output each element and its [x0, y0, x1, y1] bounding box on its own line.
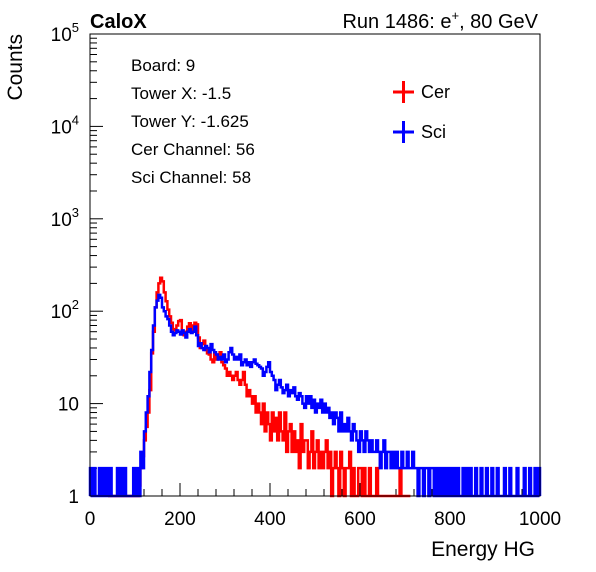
y-tick-label: 103: [51, 205, 79, 231]
legend: Cer Sci: [393, 81, 450, 143]
y-tick-label: 105: [51, 20, 79, 46]
axis-ticks: 0 200 400 600 800 1000 1 10 102 103 104 105: [51, 20, 562, 530]
info-cer-channel: Cer Channel: 56: [131, 140, 255, 159]
series-line-cer: [108, 276, 411, 498]
info-tower-x: Tower X: -1.5: [131, 84, 231, 103]
run-label: Run 1486: e+, 80 GeV: [342, 8, 538, 33]
x-tick-label: 600: [344, 509, 376, 530]
y-tick-label: 104: [51, 112, 79, 138]
plot-frame: [89, 33, 541, 497]
legend-marker-sci: [393, 121, 414, 143]
y-tick-label: 102: [51, 297, 79, 323]
run-superscript: +: [451, 8, 459, 23]
run-prefix: Run 1486: e: [342, 11, 451, 33]
legend-label-sci: Sci: [421, 122, 446, 142]
x-tick-label: 1000: [519, 509, 561, 530]
legend-label-cer: Cer: [421, 82, 450, 102]
x-tick-label: 200: [164, 509, 196, 530]
x-tick-label: 0: [85, 509, 96, 530]
y-tick-label: 10: [58, 395, 79, 416]
info-tower-y: Tower Y: -1.625: [131, 112, 249, 131]
legend-marker-cer: [393, 81, 414, 103]
y-axis-title: Counts: [4, 34, 27, 101]
info-box: Board: 9 Tower X: -1.5 Tower Y: -1.625 C…: [131, 56, 255, 187]
x-axis-title: Energy HG: [431, 538, 535, 561]
series-layer: [88, 276, 542, 498]
info-sci-channel: Sci Channel: 58: [131, 168, 251, 187]
run-suffix: , 80 GeV: [459, 11, 539, 33]
info-board: Board: 9: [131, 56, 195, 75]
brand-label: CaloX: [90, 11, 147, 33]
x-tick-label: 800: [434, 509, 466, 530]
x-tick-label: 400: [254, 509, 286, 530]
y-tick-label: 1: [68, 487, 79, 508]
